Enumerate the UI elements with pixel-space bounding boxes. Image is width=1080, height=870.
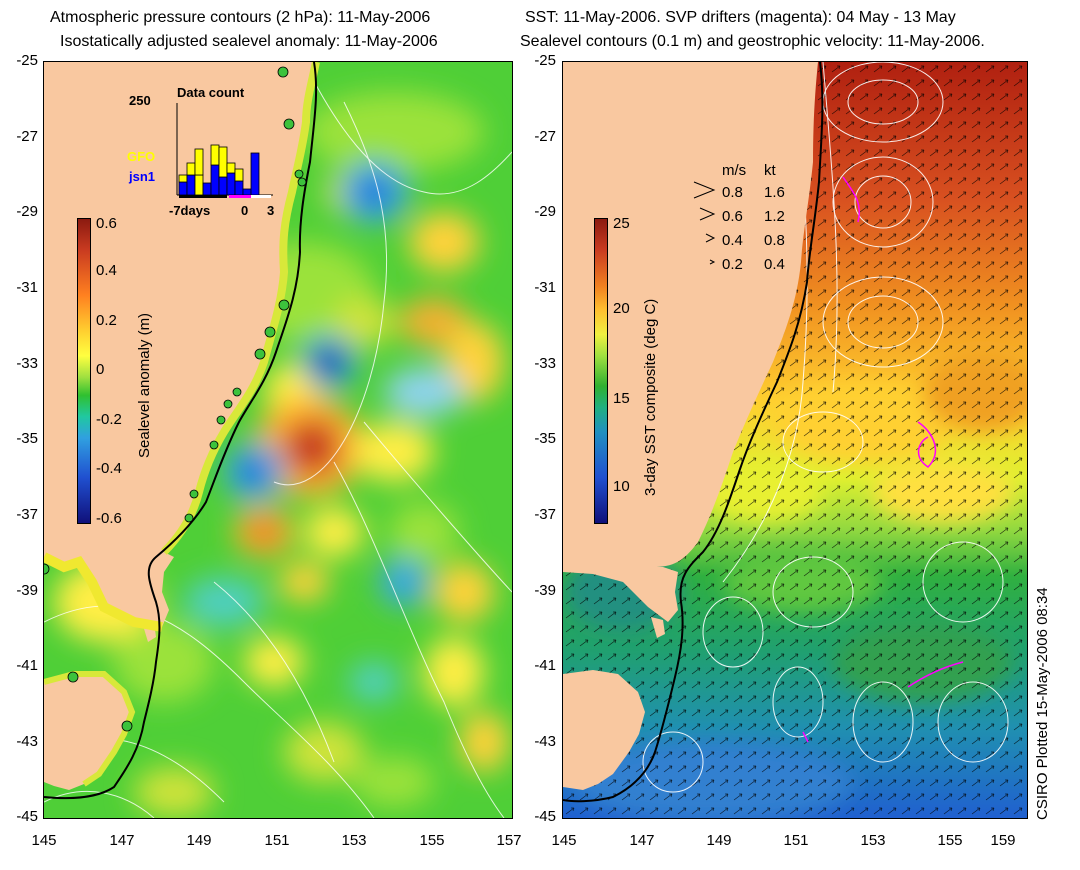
sealevel-tick-3: 0: [96, 361, 105, 378]
left-xtick-3: 151: [264, 832, 290, 849]
left-ytick-8: -41: [16, 657, 38, 674]
australia-mainland-sst: [563, 62, 818, 567]
velocity-legend-ms-3: 0.2: [722, 256, 743, 273]
plot-credit: CSIRO Plotted 15-May-2006 08:34: [1034, 587, 1051, 820]
sealevel-tick-4: -0.2: [96, 411, 122, 428]
sst-tick-2: 15: [613, 390, 630, 407]
histogram-xlabel-mid: 0: [241, 203, 249, 218]
tasmania-sst: [563, 670, 645, 790]
right-ytick-0: -25: [534, 52, 556, 69]
histogram-legend-jsn1: jsn1: [129, 169, 156, 184]
sst-tick-3: 10: [613, 478, 630, 495]
left-xtick-6: 157: [496, 832, 522, 849]
velocity-legend-head-ms: m/s: [722, 162, 747, 179]
sst-tick-1: 20: [613, 300, 630, 317]
sst-tick-0: 25: [613, 215, 630, 232]
right-title-line2: Sealevel contours (0.1 m) and geostrophi…: [520, 33, 985, 50]
velocity-legend-ms-2: 0.4: [722, 232, 743, 249]
sealevel-anomaly-field: [44, 62, 512, 818]
velocity-legend-kt-1: 1.2: [764, 208, 785, 225]
right-ytick-5: -35: [534, 430, 556, 447]
right-ytick-10: -45: [534, 808, 556, 825]
sealevel-anomaly-map[interactable]: [43, 61, 513, 819]
left-ytick-9: -43: [16, 733, 38, 750]
left-xtick-2: 149: [186, 832, 212, 849]
sst-colorbar: [594, 218, 608, 524]
australia-mainland: [44, 62, 316, 552]
left-xtick-0: 145: [31, 832, 57, 849]
sealevel-colorbar: [77, 218, 91, 524]
histogram-ymax: 250: [129, 93, 151, 108]
sealevel-tick-6: -0.6: [96, 510, 122, 527]
left-ytick-5: -35: [16, 430, 38, 447]
left-ytick-4: -33: [16, 355, 38, 372]
sst-colorbar-label: 3-day SST composite (deg C): [642, 298, 659, 496]
left-ytick-0: -25: [16, 52, 38, 69]
sealevel-tick-0: 0.6: [96, 215, 117, 232]
sealevel-colorbar-label: Sealevel anomaly (m): [136, 312, 153, 458]
right-ytick-7: -39: [534, 582, 556, 599]
sst-field: [563, 62, 1027, 818]
right-ytick-8: -41: [534, 657, 556, 674]
histogram-xlabel-left: -7days: [169, 203, 211, 218]
left-title-line2: Isostatically adjusted sealevel anomaly:…: [60, 33, 438, 50]
right-xtick-7: 159: [990, 832, 1016, 849]
velocity-legend-arrows: [693, 181, 716, 265]
right-xtick-1: 147: [629, 832, 655, 849]
sst-map[interactable]: [562, 61, 1028, 819]
tasmania: [44, 674, 132, 790]
right-ytick-4: -33: [534, 355, 556, 372]
sealevel-tick-1: 0.4: [96, 262, 117, 279]
right-ytick-2: -29: [534, 203, 556, 220]
right-xtick-0: 145: [551, 832, 577, 849]
velocity-legend-ms-1: 0.6: [722, 208, 743, 225]
velocity-legend-kt-2: 0.8: [764, 232, 785, 249]
histogram-title: Data count: [177, 85, 245, 100]
right-ytick-1: -27: [534, 128, 556, 145]
left-ytick-10: -45: [16, 808, 38, 825]
velocity-legend: m/s kt 0.8 1.6 0.6 1.2 0.4 0.8 0.2 0.4: [690, 162, 810, 277]
left-ytick-7: -39: [16, 582, 38, 599]
velocity-legend-kt-3: 0.4: [764, 256, 785, 273]
left-ytick-6: -37: [16, 506, 38, 523]
right-xtick-4: 153: [860, 832, 886, 849]
right-xtick-5: 155: [937, 832, 963, 849]
left-title-line1: Atmospheric pressure contours (2 hPa): 1…: [50, 9, 431, 26]
right-xtick-3: 151: [783, 832, 809, 849]
right-xtick-2: 149: [706, 832, 732, 849]
left-xtick-4: 153: [341, 832, 367, 849]
sealevel-tick-5: -0.4: [96, 460, 122, 477]
velocity-legend-ms-0: 0.8: [722, 184, 743, 201]
right-ytick-3: -31: [534, 279, 556, 296]
right-ytick-6: -37: [534, 506, 556, 523]
histogram-xlabel-right: 3: [267, 203, 275, 218]
histogram-legend-gfo: GFO: [127, 149, 156, 164]
left-ytick-1: -27: [16, 128, 38, 145]
left-xtick-5: 155: [419, 832, 445, 849]
velocity-legend-head-kt: kt: [764, 162, 776, 179]
velocity-legend-kt-0: 1.6: [764, 184, 785, 201]
right-ytick-9: -43: [534, 733, 556, 750]
left-ytick-3: -31: [16, 279, 38, 296]
data-count-histogram: Data count 250 -7days: [125, 85, 285, 225]
left-xtick-1: 147: [109, 832, 135, 849]
right-title-line1: SST: 11-May-2006. SVP drifters (magenta)…: [525, 9, 956, 26]
sealevel-tick-2: 0.2: [96, 312, 117, 329]
histogram-bars: [176, 103, 273, 198]
left-ytick-2: -29: [16, 203, 38, 220]
